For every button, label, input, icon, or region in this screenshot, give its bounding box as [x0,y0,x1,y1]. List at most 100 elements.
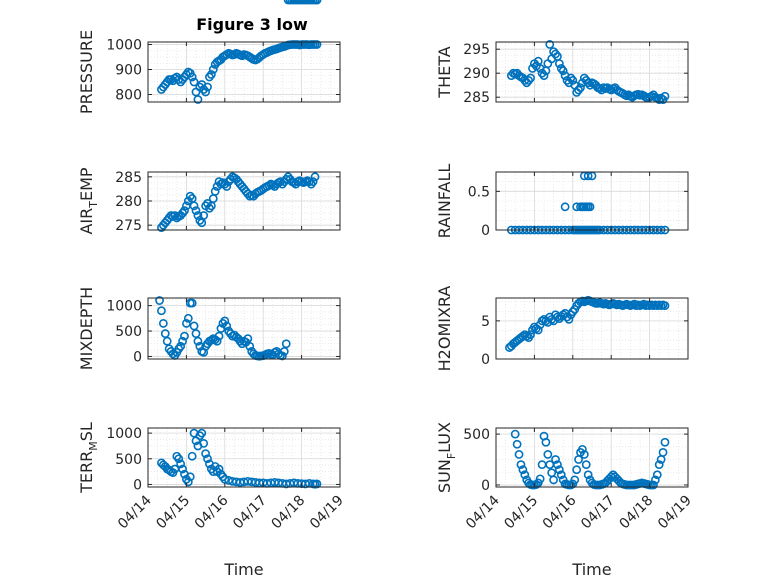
plot2-data-point [576,83,585,92]
plot8-data-point [568,479,578,489]
plot8-data-point [518,465,528,475]
plot8-frame [495,427,689,488]
plot1-data-point [203,82,212,92]
plot7-data-point [214,464,224,474]
plot2-ytick-label: 285 [463,90,490,106]
plot5-data-point [279,346,289,356]
plot7-data-point [178,464,187,474]
plot5-data-point [157,306,166,316]
plot3-data-point [170,211,180,220]
plot7-data-point [183,477,193,487]
plot5-data-point [162,336,172,346]
plot8-data-point [512,439,522,449]
plot7-data-point [197,428,207,438]
plot2-data-point [539,71,549,80]
plot5-data-point [312,0,322,5]
plot2-data-point [545,40,555,49]
plot7-ylabel: TERRMSL [77,422,100,494]
plot5-data-point [180,331,189,341]
plot8-data-point [654,460,664,470]
plot6-data-point [533,325,543,335]
plot7-ytick-label: 0 [133,477,142,493]
plot5-data-point [189,321,199,331]
plot3-data-point [178,208,187,218]
plot7-frame [147,427,341,488]
plot8-data-point [650,475,660,485]
plot7-data-point [203,454,212,464]
plot3-data-point [205,203,214,213]
plot1-ylabel: PRESSURE [77,30,96,114]
plot5-data-point [178,336,187,346]
plot5-data-point [155,296,164,305]
plot7-ytick-label: 500 [115,452,142,468]
plot3-data-point [310,172,320,182]
plot2-data-point [568,76,578,85]
plot5-data-point [245,341,255,351]
plot8-data-point [554,465,564,475]
plot2-data-point [524,76,534,85]
plot5-data-point [191,329,201,338]
plot5-ytick-label: 0 [133,349,142,365]
plot4-ytick-label: 0 [481,223,490,239]
plot8-data-point [516,460,526,470]
plot6-ytick-label: 0 [481,352,490,368]
plot3-data-point [191,206,201,216]
plot8-data-point [652,470,662,480]
plot6-data-point [568,307,578,317]
plot3-data-point [180,206,189,216]
plot5-data-point [195,341,205,351]
plot1-ytick-label: 800 [115,88,142,104]
plot8-data-point [658,448,668,457]
plot7-data-point [176,459,186,469]
plot1-data-point [312,40,322,49]
plot1-data-point [189,77,199,87]
plot5-data-point [277,351,287,361]
plot7-data-point [185,472,195,482]
plot8-data-point [660,437,670,447]
plot1-frame [147,41,341,103]
plot5-frame [147,297,341,360]
plot8-data-point [578,444,587,454]
plot8-data-point [520,470,530,480]
plot8-data-point [570,475,580,485]
plot3-data-point [185,191,195,201]
plot5-ylabel: MIXDEPTH [77,287,96,370]
plot5-data-point [212,336,222,346]
plot3-ylabel: AIRTEMP [77,167,100,234]
plot1-data-point [193,95,203,104]
plot6-data-point [660,301,670,311]
plot2-frame [495,41,689,103]
plot6-data-point [537,316,547,326]
plot5-ytick-label: 1000 [106,299,142,315]
plot5-data-point [214,331,224,341]
plot1-ytick-label: 900 [115,63,142,79]
plot8-data-point [535,474,545,484]
plot1-data-point [201,87,210,97]
plot5-ytick-label: 500 [115,324,142,340]
plot3-data-point [304,177,314,187]
plot6-ylabel: H2OMIXRA [435,286,454,372]
figure-title: Figure 3 low [196,15,308,34]
plot8-data-point [514,450,524,459]
plot2-data-point [660,91,670,101]
plot5-data-point [281,339,291,349]
plot3-data-point [193,211,203,220]
plot4-ylabel: RAINFALL [435,164,454,239]
plot2-data-point [551,49,560,59]
plot5-data-point [183,313,193,323]
plot2-data-point [566,73,576,83]
plot7-data-point [220,474,230,484]
plot5-data-point [193,336,203,346]
plot2-data-point [647,91,656,101]
plot2-data-point [583,78,593,88]
plot6-frame [495,297,689,360]
plot2-ytick-label: 295 [463,42,490,58]
plot6-ytick-label: 5 [481,314,490,330]
plot1-data-point [208,65,218,74]
plot4-frame [495,171,689,231]
plot5-data-point [187,298,197,308]
plot8-data-point [581,460,591,470]
plot8-data-point [551,455,560,464]
plot8-data-point [556,470,566,480]
